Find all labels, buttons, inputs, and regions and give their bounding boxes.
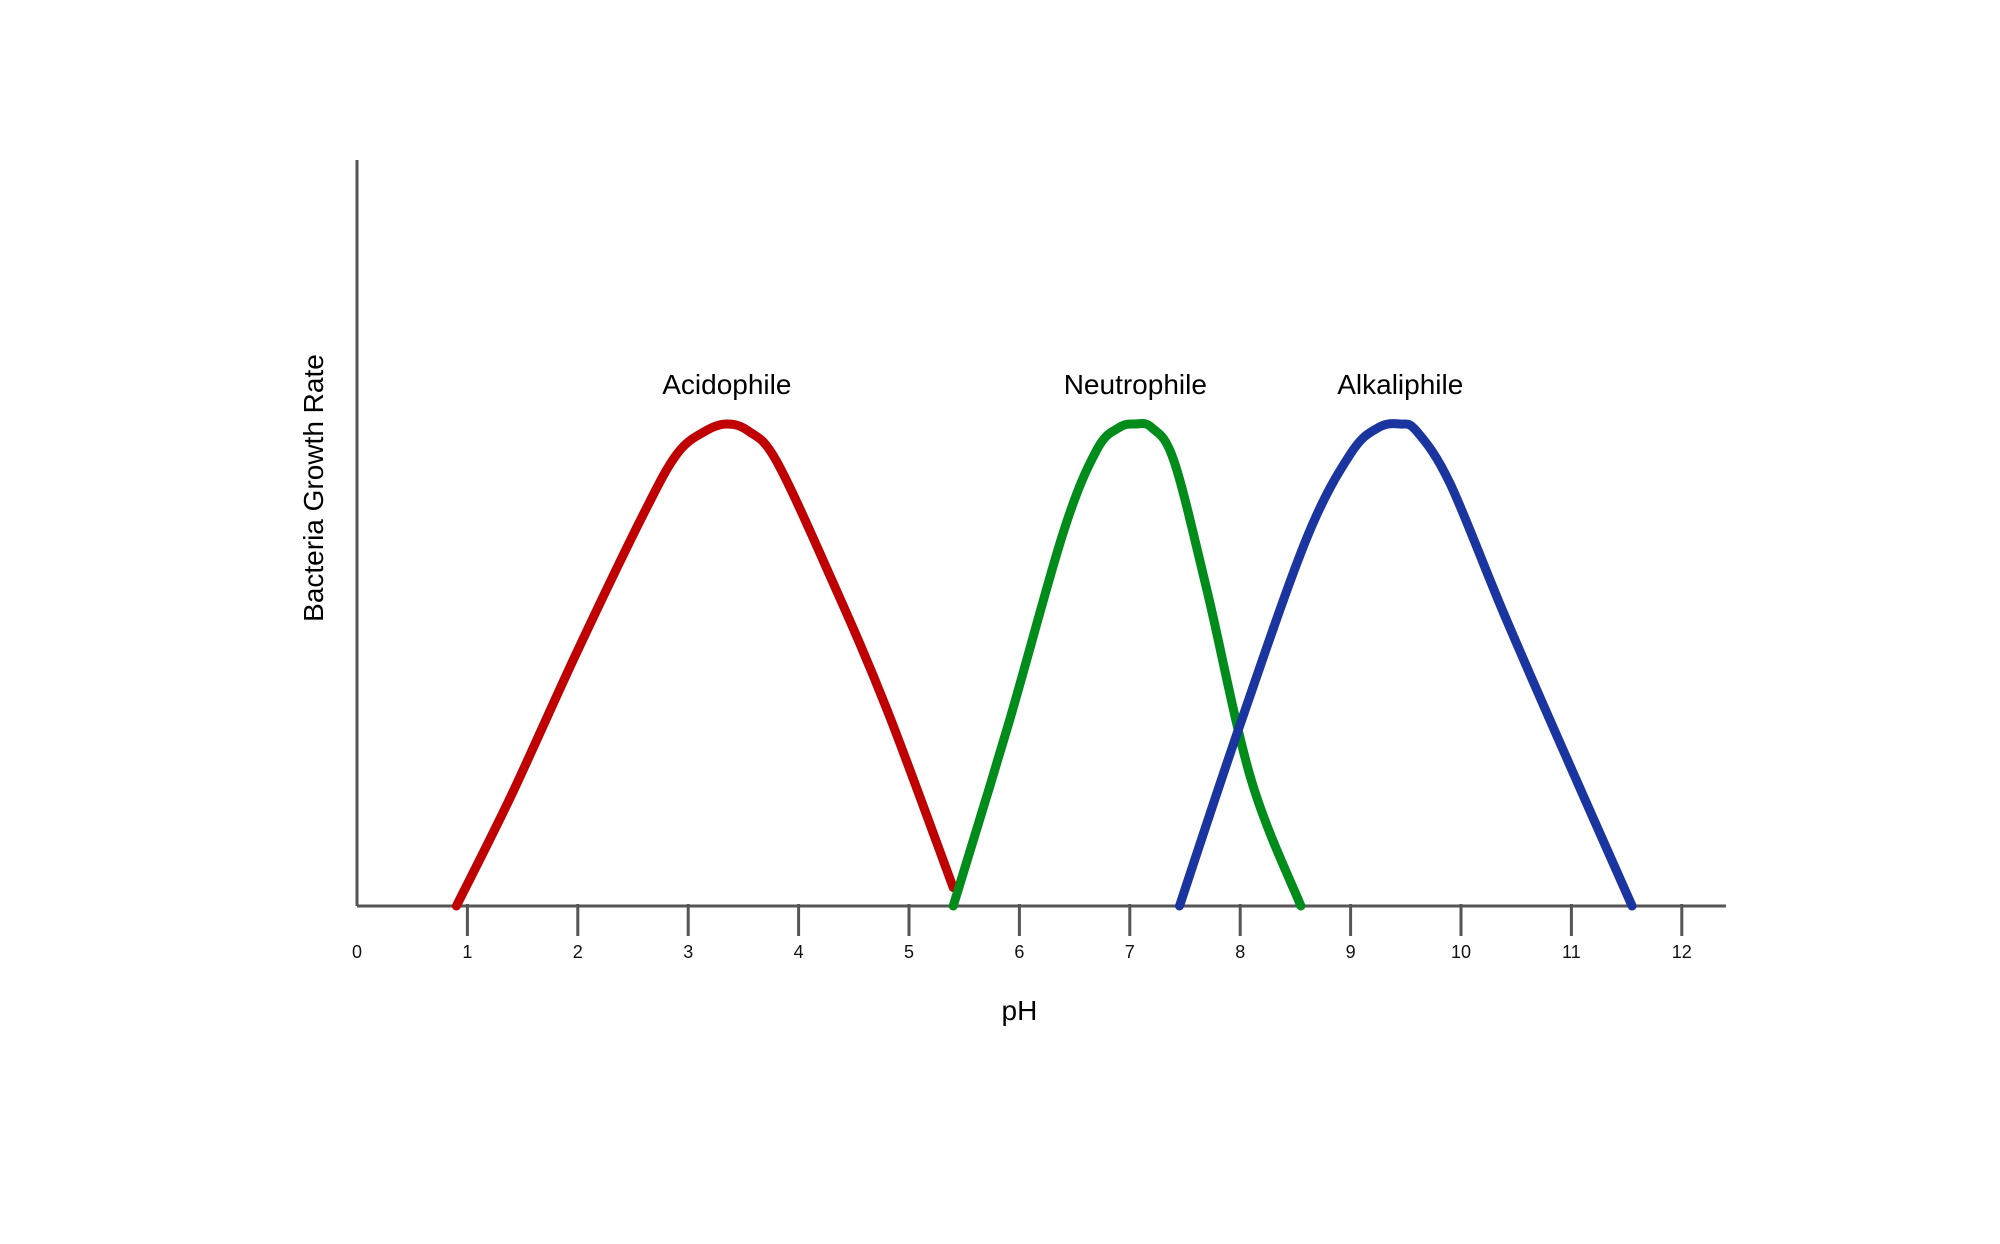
x-tick-label: 8 <box>1235 942 1245 962</box>
series-label-alkaliphile: Alkaliphile <box>1337 369 1463 400</box>
series-label-acidophile: Acidophile <box>662 369 791 400</box>
series-line-alkaliphile <box>1175 419 1637 911</box>
x-tick-label: 12 <box>1672 942 1692 962</box>
x-tick-label: 9 <box>1346 942 1356 962</box>
x-tick-label: 0 <box>352 942 362 962</box>
y-axis-title: Bacteria Growth Rate <box>298 354 329 622</box>
x-tick-label: 11 <box>1562 942 1581 962</box>
x-tick-label: 1 <box>462 942 472 962</box>
axes <box>355 160 1726 908</box>
x-axis-title: pH <box>1002 995 1038 1026</box>
x-tick-label: 3 <box>683 942 693 962</box>
x-tick-label: 2 <box>573 942 583 962</box>
series-layer <box>451 419 1637 911</box>
x-tick-label: 6 <box>1014 942 1024 962</box>
series-line-neutrophile <box>948 419 1306 911</box>
series-label-neutrophile: Neutrophile <box>1064 369 1207 400</box>
x-axis-ticks: 0 1 2 3 4 5 6 7 8 9 10 11 12 <box>352 904 1692 962</box>
x-tick-label: 7 <box>1125 942 1135 962</box>
x-tick-label: 5 <box>904 942 914 962</box>
series-line-acidophile <box>451 419 958 911</box>
x-tick-label: 4 <box>794 942 804 962</box>
curve-labels: Acidophile Neutrophile Alkaliphile <box>662 369 1463 400</box>
x-tick-label: 10 <box>1451 942 1471 962</box>
